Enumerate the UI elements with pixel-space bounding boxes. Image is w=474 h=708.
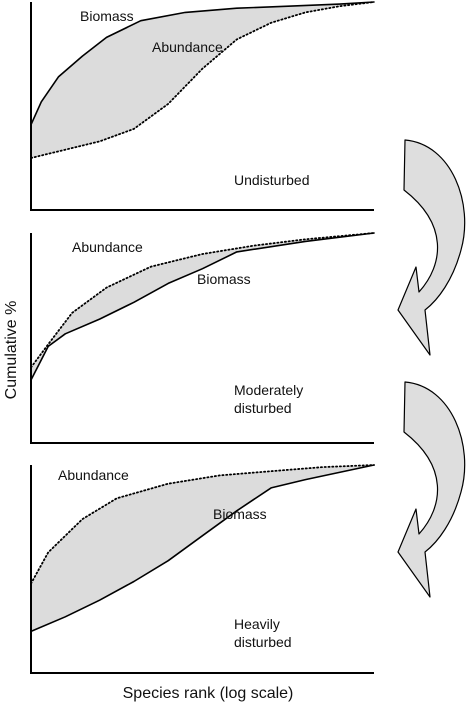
panel-title-2: Moderately disturbed (234, 382, 303, 416)
chart-panel-2: Abundance Biomass Moderately disturbed (30, 232, 375, 444)
axes-1 (30, 2, 374, 211)
chart-panel-3: Abundance Biomass Heavily disturbed (30, 464, 375, 674)
panels-layer: BiomassAbundanceUndisturbedAbundanceBiom… (30, 1, 375, 674)
shaded-region-1 (31, 2, 374, 158)
panel-title-3: Heavily disturbed (234, 616, 292, 650)
transition-arrow-1 (397, 139, 466, 356)
abundance-label-2: Abundance (72, 239, 143, 255)
arrows-layer (397, 139, 466, 598)
biomass-line-2 (30, 232, 375, 381)
transition-arrow-2 (397, 381, 466, 598)
abundance-label-1: Abundance (152, 39, 223, 55)
abundance-label-3: Abundance (58, 467, 129, 483)
shaded-region-2 (31, 233, 374, 380)
biomass-line-1 (30, 1, 375, 126)
biomass-label-2: Biomass (197, 271, 251, 287)
y-axis-label: Cumulative % (3, 301, 20, 400)
chart-panel-1: Biomass Abundance Undisturbed (30, 1, 375, 211)
shaded-region-3 (31, 465, 374, 632)
panel-title-1: Undisturbed (234, 172, 310, 188)
abundance-line-2 (30, 232, 375, 369)
biomass-label-3: Biomass (213, 506, 267, 522)
axes-2 (30, 233, 374, 444)
axes-3 (30, 465, 374, 674)
biomass-line-3 (30, 464, 375, 633)
biomass-label-1: Biomass (80, 8, 134, 24)
abundance-line-1 (30, 1, 375, 159)
abundance-line-3 (30, 464, 375, 585)
x-axis-label: Species rank (log scale) (123, 685, 294, 702)
